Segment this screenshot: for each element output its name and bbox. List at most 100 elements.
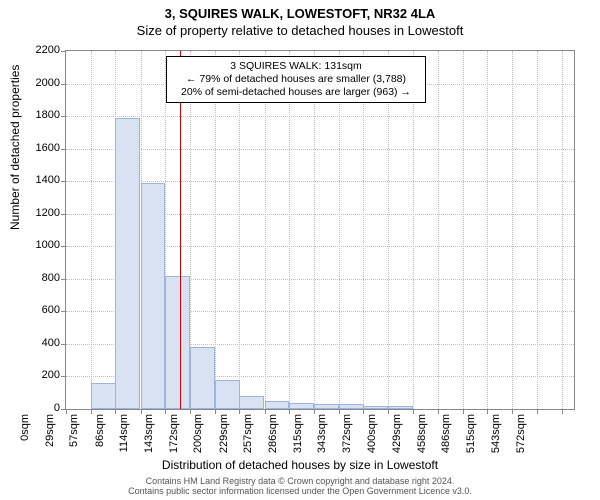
y-tick-mark	[61, 84, 66, 85]
x-tick-mark	[562, 409, 563, 414]
y-tick-mark	[61, 246, 66, 247]
gridline-h	[66, 116, 574, 117]
y-tick-label: 2200	[20, 44, 60, 56]
x-tick-label: 172sqm	[168, 414, 180, 464]
x-tick-mark	[115, 409, 116, 414]
gridline-v	[512, 51, 513, 409]
title-sub: Size of property relative to detached ho…	[0, 21, 600, 38]
x-tick-mark	[239, 409, 240, 414]
x-tick-mark	[190, 409, 191, 414]
x-tick-label: 114sqm	[118, 414, 130, 464]
y-tick-mark	[61, 149, 66, 150]
x-tick-mark	[537, 409, 538, 414]
x-tick-label: 229sqm	[218, 414, 230, 464]
histogram-bar	[239, 396, 264, 409]
gridline-v	[438, 51, 439, 409]
x-tick-mark	[487, 409, 488, 414]
x-tick-label: 343sqm	[316, 414, 328, 464]
y-tick-mark	[61, 344, 66, 345]
footer-note: Contains HM Land Registry data © Crown c…	[0, 477, 600, 497]
x-tick-mark	[141, 409, 142, 414]
histogram-bar	[141, 183, 166, 409]
annotation-line3: 20% of semi-detached houses are larger (…	[173, 86, 419, 99]
annotation-box: 3 SQUIRES WALK: 131sqm ← 79% of detached…	[166, 56, 426, 103]
y-tick-label: 0	[20, 402, 60, 414]
y-tick-label: 1200	[20, 207, 60, 219]
y-tick-label: 400	[20, 337, 60, 349]
x-tick-mark	[289, 409, 290, 414]
x-tick-mark	[165, 409, 166, 414]
y-tick-label: 800	[20, 272, 60, 284]
histogram-bar	[363, 406, 388, 409]
x-tick-label: 143sqm	[143, 414, 155, 464]
gridline-h	[66, 149, 574, 150]
gridline-v	[388, 51, 389, 409]
y-tick-mark	[61, 214, 66, 215]
gridline-v	[289, 51, 290, 409]
x-tick-mark	[512, 409, 513, 414]
histogram-bar	[314, 404, 339, 409]
y-tick-mark	[61, 51, 66, 52]
x-tick-label: 57sqm	[68, 414, 80, 464]
x-tick-mark	[265, 409, 266, 414]
x-tick-mark	[66, 409, 67, 414]
y-tick-mark	[61, 311, 66, 312]
y-tick-label: 1600	[20, 142, 60, 154]
footer-line1: Contains HM Land Registry data © Crown c…	[146, 476, 455, 486]
x-tick-label: 86sqm	[94, 414, 106, 464]
y-tick-label: 1800	[20, 109, 60, 121]
annotation-line1: 3 SQUIRES WALK: 131sqm	[173, 60, 419, 73]
y-tick-label: 200	[20, 369, 60, 381]
y-tick-label: 1000	[20, 239, 60, 251]
gridline-v	[215, 51, 216, 409]
gridline-v	[463, 51, 464, 409]
x-tick-mark	[314, 409, 315, 414]
x-tick-mark	[215, 409, 216, 414]
y-tick-mark	[61, 181, 66, 182]
histogram-bar	[388, 406, 413, 409]
x-tick-label: 515sqm	[465, 414, 477, 464]
y-tick-mark	[61, 116, 66, 117]
x-tick-label: 200sqm	[192, 414, 204, 464]
x-tick-label: 315sqm	[292, 414, 304, 464]
gridline-v	[339, 51, 340, 409]
gridline-v	[487, 51, 488, 409]
histogram-bar	[289, 403, 314, 410]
gridline-v	[363, 51, 364, 409]
gridline-v	[562, 51, 563, 409]
histogram-bar	[165, 276, 190, 409]
histogram-bar	[190, 347, 215, 409]
x-tick-label: 286sqm	[267, 414, 279, 464]
x-tick-mark	[463, 409, 464, 414]
histogram-bar	[215, 380, 240, 409]
x-tick-mark	[413, 409, 414, 414]
x-tick-mark	[339, 409, 340, 414]
gridline-v	[413, 51, 414, 409]
x-tick-label: 458sqm	[416, 414, 428, 464]
gridline-v	[265, 51, 266, 409]
histogram-bar	[265, 401, 290, 409]
x-tick-label: 543sqm	[490, 414, 502, 464]
chart-plot-area: 3 SQUIRES WALK: 131sqm ← 79% of detached…	[65, 50, 575, 410]
x-tick-label: 572sqm	[515, 414, 527, 464]
gridline-v	[239, 51, 240, 409]
annotation-line2: ← 79% of detached houses are smaller (3,…	[173, 73, 419, 86]
histogram-bar	[339, 404, 364, 409]
x-tick-label: 400sqm	[366, 414, 378, 464]
y-tick-label: 2000	[20, 77, 60, 89]
marker-line	[180, 51, 181, 409]
x-tick-label: 0sqm	[19, 414, 31, 464]
x-tick-mark	[91, 409, 92, 414]
title-main: 3, SQUIRES WALK, LOWESTOFT, NR32 4LA	[0, 0, 600, 21]
x-tick-mark	[388, 409, 389, 414]
gridline-v	[537, 51, 538, 409]
x-tick-mark	[363, 409, 364, 414]
x-tick-label: 29sqm	[44, 414, 56, 464]
x-tick-label: 372sqm	[341, 414, 353, 464]
y-tick-label: 600	[20, 304, 60, 316]
x-tick-label: 429sqm	[391, 414, 403, 464]
y-tick-mark	[61, 376, 66, 377]
x-tick-label: 257sqm	[242, 414, 254, 464]
histogram-bar	[91, 383, 116, 409]
footer-line2: Contains public sector information licen…	[128, 486, 472, 496]
